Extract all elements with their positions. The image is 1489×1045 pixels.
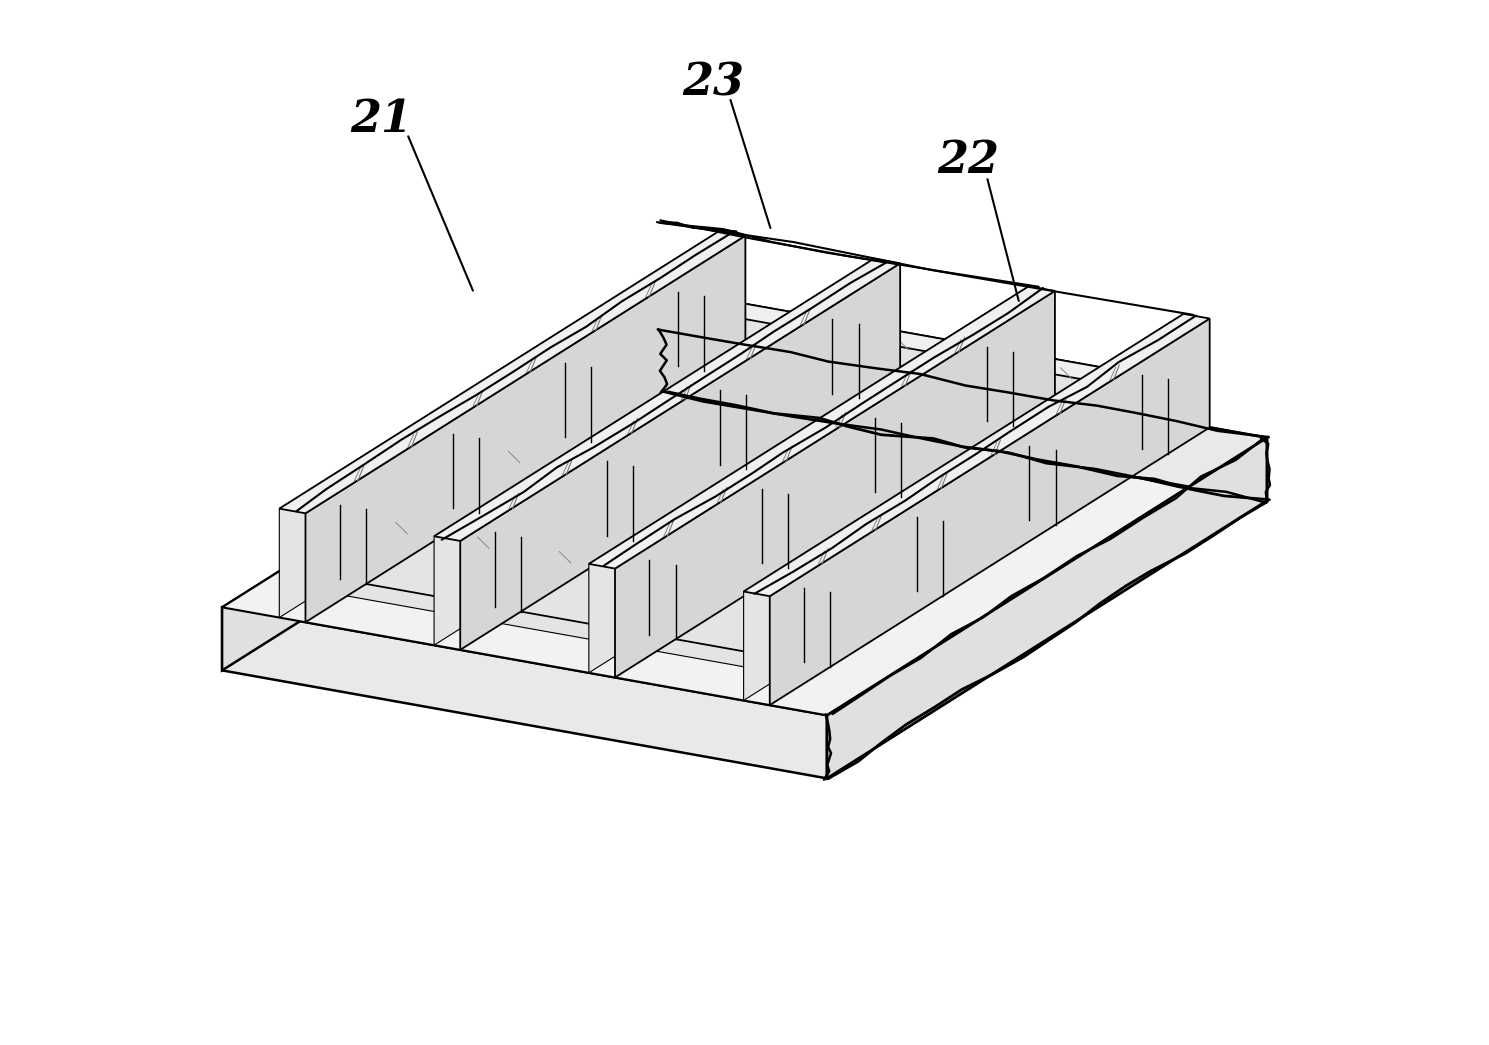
Polygon shape — [222, 329, 1267, 716]
Polygon shape — [719, 405, 813, 479]
Polygon shape — [746, 411, 968, 492]
Polygon shape — [1029, 461, 1123, 534]
Polygon shape — [840, 411, 968, 447]
Text: 21: 21 — [350, 97, 412, 141]
Polygon shape — [322, 517, 812, 679]
Polygon shape — [615, 291, 1054, 677]
Polygon shape — [677, 292, 1167, 454]
Text: 23: 23 — [682, 62, 744, 104]
Polygon shape — [460, 263, 901, 650]
Polygon shape — [804, 603, 898, 676]
Polygon shape — [546, 375, 1036, 537]
Polygon shape — [546, 363, 1056, 462]
Polygon shape — [770, 319, 1209, 705]
Polygon shape — [633, 482, 856, 563]
Polygon shape — [615, 553, 743, 589]
Polygon shape — [460, 525, 588, 561]
Polygon shape — [433, 434, 943, 533]
Polygon shape — [435, 258, 874, 645]
Polygon shape — [222, 329, 663, 671]
Polygon shape — [339, 505, 831, 667]
Polygon shape — [685, 382, 813, 419]
Polygon shape — [588, 286, 1029, 673]
Polygon shape — [917, 532, 1011, 605]
Polygon shape — [478, 454, 701, 536]
Text: 22: 22 — [938, 139, 999, 183]
Polygon shape — [494, 548, 588, 621]
Polygon shape — [881, 509, 1011, 545]
Polygon shape — [995, 438, 1123, 474]
Polygon shape — [433, 446, 925, 608]
Polygon shape — [770, 580, 898, 617]
Polygon shape — [453, 434, 943, 596]
Polygon shape — [280, 231, 746, 513]
Polygon shape — [222, 607, 826, 779]
Polygon shape — [788, 509, 1011, 591]
Polygon shape — [663, 329, 1267, 501]
Polygon shape — [826, 438, 1267, 779]
Polygon shape — [743, 314, 1209, 597]
Polygon shape — [727, 482, 856, 518]
Polygon shape — [591, 382, 813, 465]
Polygon shape — [366, 525, 588, 607]
Polygon shape — [762, 505, 856, 577]
Polygon shape — [564, 363, 1056, 525]
Polygon shape — [280, 231, 719, 618]
Polygon shape — [676, 580, 898, 663]
Polygon shape — [658, 304, 1150, 466]
Polygon shape — [743, 314, 1184, 700]
Polygon shape — [588, 286, 1054, 568]
Polygon shape — [322, 505, 831, 604]
Polygon shape — [658, 292, 1167, 391]
Polygon shape — [901, 438, 1123, 520]
Polygon shape — [572, 454, 701, 490]
Polygon shape — [649, 576, 743, 648]
Polygon shape — [435, 258, 901, 541]
Polygon shape — [608, 477, 701, 550]
Polygon shape — [305, 236, 746, 622]
Polygon shape — [521, 553, 743, 634]
Polygon shape — [874, 434, 968, 506]
